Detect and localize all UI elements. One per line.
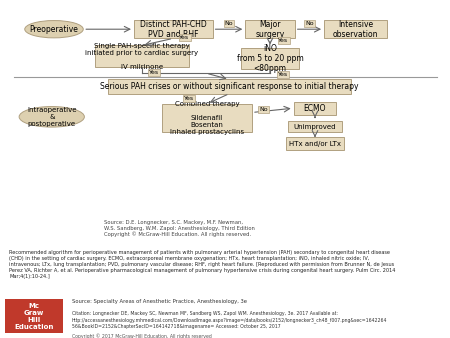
Text: Preoperative: Preoperative [30,25,78,34]
Text: Intensive
observation: Intensive observation [333,20,378,39]
FancyBboxPatch shape [108,79,351,94]
FancyBboxPatch shape [324,20,387,39]
Text: Intraoperative
&
postoperative: Intraoperative & postoperative [27,107,76,127]
FancyBboxPatch shape [293,102,337,115]
Text: Yes: Yes [180,35,189,40]
FancyBboxPatch shape [288,121,342,132]
Text: Yes: Yes [278,72,288,77]
Ellipse shape [19,106,85,127]
Text: Yes: Yes [184,96,194,101]
Text: Unimproved: Unimproved [294,124,336,129]
Text: Single PAH-specific therapy
initiated prior to cardiac surgery

IV milrinone: Single PAH-specific therapy initiated pr… [85,43,198,70]
FancyBboxPatch shape [4,299,63,333]
Text: Copyright © 2017 McGraw-Hill Education. All rights reserved: Copyright © 2017 McGraw-Hill Education. … [72,333,212,338]
Ellipse shape [25,21,83,38]
Text: Yes: Yes [279,38,288,43]
Text: Mc
Graw
Hill
Education: Mc Graw Hill Education [14,303,54,330]
Text: Yes: Yes [149,70,159,75]
Text: No: No [259,107,268,112]
Text: Recommended algorithm for perioperative management of patients with pulmonary ar: Recommended algorithm for perioperative … [9,250,396,279]
Text: Major
surgery: Major surgery [256,20,284,39]
Text: iNO
from 5 to 20 ppm
<80ppm: iNO from 5 to 20 ppm <80ppm [237,44,303,73]
FancyBboxPatch shape [134,20,212,39]
FancyBboxPatch shape [245,20,295,39]
Text: HTx and/or LTx: HTx and/or LTx [289,141,341,147]
Text: Source: D.E. Longnecker, S.C. Mackey, M.F. Newman,
W.S. Sandberg, W.M. Zapol: An: Source: D.E. Longnecker, S.C. Mackey, M.… [104,220,254,237]
Text: Serious PAH crises or without significant response to initial therapy: Serious PAH crises or without significan… [100,82,359,91]
Text: Citation: Longnecker DE, Mackey SC, Newman MF, Sandberg WS, Zapol WM. Anesthesio: Citation: Longnecker DE, Mackey SC, Newm… [72,311,387,329]
Text: No: No [225,21,233,26]
Text: Distinct PAH-CHD
PVD and RHF: Distinct PAH-CHD PVD and RHF [140,20,207,39]
FancyBboxPatch shape [241,48,299,69]
Text: Source: Specialty Areas of Anesthetic Practice, Anesthesiology, 3e: Source: Specialty Areas of Anesthetic Pr… [72,299,247,304]
Text: No: No [305,21,314,26]
FancyBboxPatch shape [286,137,344,150]
Text: Combined therapy

Sildenafil
Bosentan
Inhaled prostacyclins: Combined therapy Sildenafil Bosentan Inh… [170,101,244,135]
FancyBboxPatch shape [94,45,189,67]
Text: ECMO: ECMO [304,104,326,113]
FancyBboxPatch shape [162,104,252,132]
